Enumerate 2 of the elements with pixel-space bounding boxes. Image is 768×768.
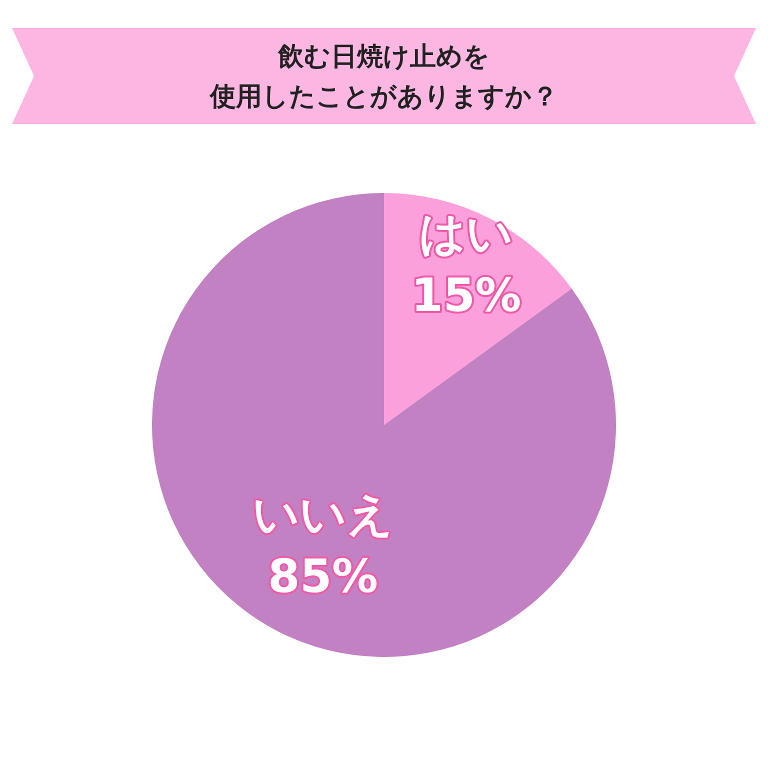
chart-title: 飲む日焼け止めを使用したことがありますか？: [209, 42, 558, 112]
title: 飲む日焼け止めを使用したことがありますか？: [12, 28, 756, 124]
